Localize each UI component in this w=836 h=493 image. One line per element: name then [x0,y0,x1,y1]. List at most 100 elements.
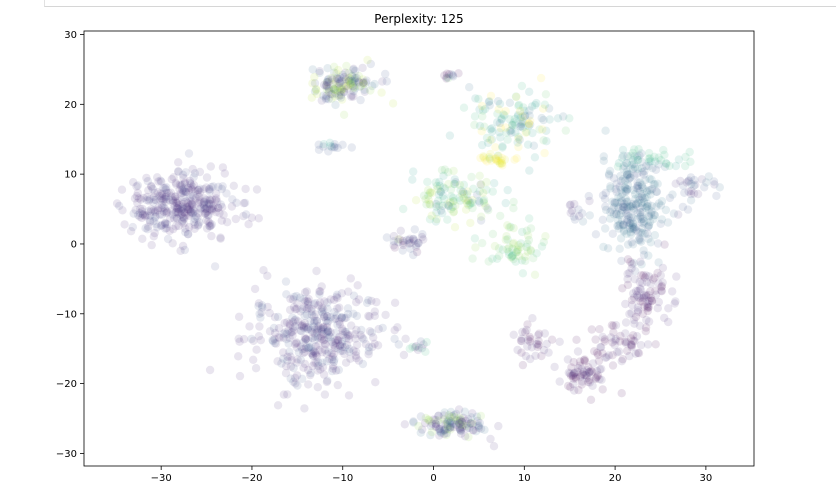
scatter-point [540,329,549,338]
scatter-point [317,358,327,367]
scatter-point [445,422,455,431]
scatter-point [627,341,636,350]
scatter-point [625,202,634,211]
scatter-point [206,196,215,205]
scatter-point [616,331,625,341]
scatter-point [622,187,631,196]
scatter-point [365,327,375,336]
scatter-point [628,224,638,234]
scatter-point [470,234,480,243]
scatter-point [333,304,342,313]
scatter-point [641,291,651,301]
scatter-point [143,207,153,216]
scatter-point [333,74,342,84]
scatter-point [488,254,497,263]
scatter-point [617,256,626,266]
scatter-point [604,351,614,360]
scatter-point [416,337,426,346]
scatter-point [211,207,221,217]
scatter-point [470,120,479,130]
scatter-point [629,315,639,325]
scatter-point [170,202,179,211]
scatter-point [457,424,467,433]
scatter-point [431,419,441,429]
scatter-point [492,254,502,263]
scatter-point [322,78,332,87]
scatter-point [157,210,167,219]
scatter-point [593,371,603,380]
scatter-point [426,188,435,197]
x-tick-label: −30 [151,473,172,484]
scatter-point [189,180,199,190]
scatter-point [307,307,316,316]
scatter-point [310,347,319,356]
scatter-point [337,314,346,323]
scatter-point [626,230,636,239]
scatter-point [320,297,329,306]
scatter-point [274,332,283,342]
scatter-point [381,310,390,320]
scatter-point [344,335,354,344]
scatter-point [187,185,197,194]
scatter-point [601,188,610,198]
scatter-point [329,295,339,305]
scatter-point [625,170,634,179]
scatter-point [195,188,205,197]
scatter-point [338,326,348,335]
scatter-point [449,422,458,432]
scatter-point [491,155,501,164]
scatter-point [439,415,449,424]
scatter-point [303,336,313,345]
scatter-point [399,240,408,250]
scatter-point [422,337,431,347]
scatter-point [306,343,316,352]
scatter-point [432,208,441,217]
scatter-point [169,173,178,182]
scatter-point [340,314,349,323]
scatter-point [290,373,300,383]
scatter-point [340,327,350,336]
scatter-point [465,423,474,433]
scatter-point [157,221,166,230]
scatter-point [623,202,632,211]
scatter-point [315,287,324,296]
scatter-point [638,168,647,177]
scatter-point [317,307,327,316]
scatter-point [347,71,357,81]
scatter-point [618,284,627,293]
scatter-point [171,222,180,231]
scatter-point [615,244,624,253]
scatter-point [503,235,512,244]
scatter-point [526,354,535,364]
scatter-point [399,350,409,360]
scatter-point [352,340,362,350]
scatter-point [344,77,353,86]
scatter-point [587,366,596,376]
scatter-point [160,218,170,227]
scatter-point [586,395,596,404]
scatter-point [340,72,349,82]
scatter-point [652,202,661,211]
scatter-point [639,271,648,280]
scatter-point [368,81,377,91]
scatter-point [188,205,198,214]
scatter-point [526,116,535,126]
scatter-point [669,209,679,218]
scatter-point [458,420,468,429]
scatter-point [162,183,171,192]
scatter-point [476,180,485,189]
scatter-point [340,349,349,359]
scatter-point [195,167,205,177]
scatter-point [502,232,511,241]
scatter-point [622,229,631,238]
scatter-point [133,198,142,208]
scatter-point [637,149,646,158]
y-tick-label: −30 [56,449,77,460]
scatter-point [217,216,226,225]
scatter-point [412,240,421,249]
scatter-point [591,230,601,239]
scatter-point [310,336,319,345]
scatter-point [441,425,450,434]
scatter-point [665,193,675,203]
scatter-point [644,205,653,214]
